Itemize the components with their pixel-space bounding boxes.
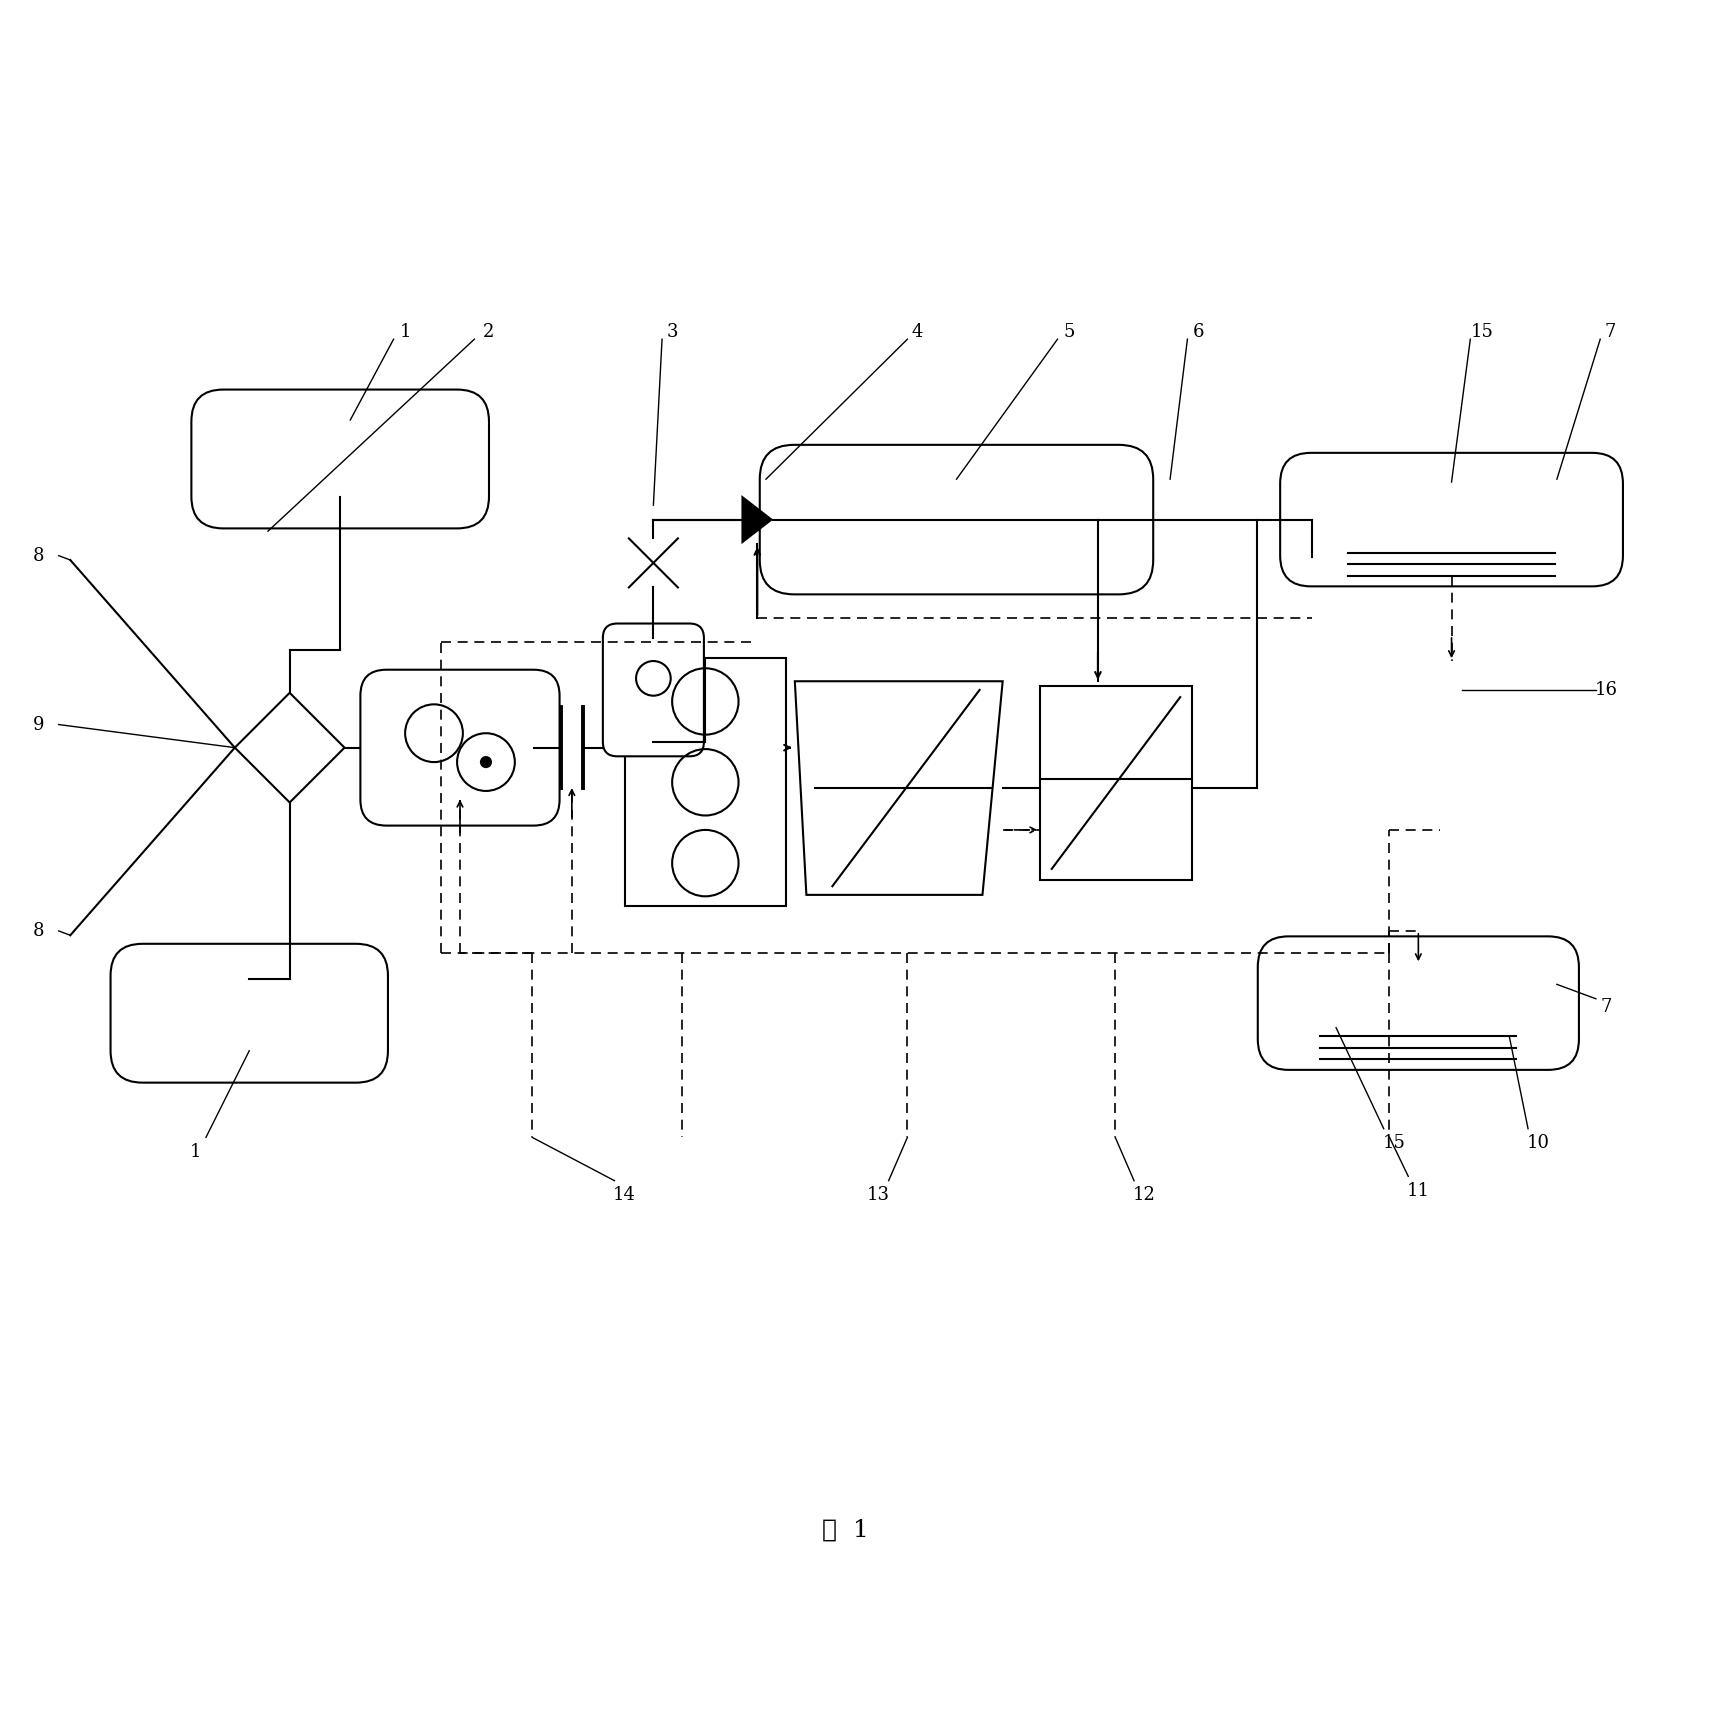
FancyBboxPatch shape <box>1280 452 1623 587</box>
Text: 15: 15 <box>1470 322 1493 341</box>
FancyBboxPatch shape <box>361 670 560 826</box>
Circle shape <box>480 755 492 769</box>
FancyBboxPatch shape <box>111 944 388 1082</box>
Text: 5: 5 <box>1063 322 1075 341</box>
Text: 15: 15 <box>1382 1134 1405 1152</box>
Text: 7: 7 <box>1604 322 1616 341</box>
FancyBboxPatch shape <box>191 390 489 528</box>
Polygon shape <box>742 495 773 544</box>
Text: 1: 1 <box>191 1143 201 1160</box>
Text: 12: 12 <box>1132 1186 1155 1204</box>
Text: 9: 9 <box>33 715 45 734</box>
Text: 6: 6 <box>1193 322 1205 341</box>
Text: 8: 8 <box>33 547 45 565</box>
Text: 11: 11 <box>1406 1181 1431 1200</box>
Bar <box>1040 686 1191 880</box>
Text: 1: 1 <box>399 322 411 341</box>
Text: 10: 10 <box>1526 1134 1550 1152</box>
Text: 4: 4 <box>912 322 922 341</box>
FancyBboxPatch shape <box>603 624 704 757</box>
Text: 7: 7 <box>1600 998 1611 1017</box>
Text: 8: 8 <box>33 921 45 940</box>
Text: 3: 3 <box>666 322 678 341</box>
FancyBboxPatch shape <box>759 445 1153 594</box>
Text: 2: 2 <box>484 322 494 341</box>
Bar <box>624 658 786 906</box>
Text: 13: 13 <box>867 1186 890 1204</box>
FancyBboxPatch shape <box>1257 937 1580 1070</box>
Text: 14: 14 <box>614 1186 636 1204</box>
Text: 16: 16 <box>1595 681 1618 700</box>
Text: 图  1: 图 1 <box>822 1519 869 1541</box>
